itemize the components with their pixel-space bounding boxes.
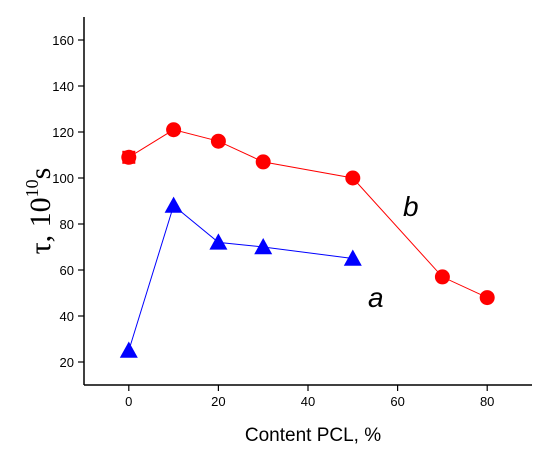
series-a-point-3 [254,238,273,255]
y-tick-label-120: 120 [52,125,74,140]
series-layer: ba [119,122,495,358]
x-tick-label-0: 0 [125,394,132,409]
x-tick-label-80: 80 [480,394,494,409]
series-a-point-1 [164,196,183,213]
axes: 0 20 40 60 80 20 40 60 80 100 120 140 160 [52,17,532,409]
series-label-a: a [368,282,384,313]
series-b-point-6 [479,290,495,306]
y-tick-label-40: 40 [60,309,74,324]
series-b-point-5 [434,269,450,285]
y-axis-title-symbol: τ, 10 [24,197,57,254]
y-tick-label-80: 80 [60,217,74,232]
svg-text:τ, 1010s: τ, 1010s [22,168,57,255]
x-tick-label-60: 60 [390,394,404,409]
x-axis-title: Content PCL, % [245,425,381,446]
series-a-point-2 [209,233,228,250]
series-b-point-3 [255,154,271,170]
y-tick-label-160: 160 [52,33,74,48]
x-tick-label-40: 40 [301,394,315,409]
series-a-line [128,204,353,351]
series-b-point-1 [166,122,182,138]
series-a-point-0 [119,341,138,358]
series-b-line [128,129,488,299]
y-tick-label-140: 140 [52,79,74,94]
series-b-point-2 [210,133,226,149]
overlay-square-marker-0 [122,150,136,164]
y-axis-title-exponent: 10 [22,179,42,197]
y-axis-title: τ, 1010s [22,168,57,255]
series-label-b: b [403,191,419,222]
y-axis-title-unit: s [24,168,57,180]
y-tick-label-60: 60 [60,263,74,278]
y-tick-label-20: 20 [60,355,74,370]
x-tick-label-20: 20 [211,394,225,409]
y-tick-label-100: 100 [52,171,74,186]
series-b-point-4 [345,170,361,186]
series-a-point-4 [343,249,362,266]
